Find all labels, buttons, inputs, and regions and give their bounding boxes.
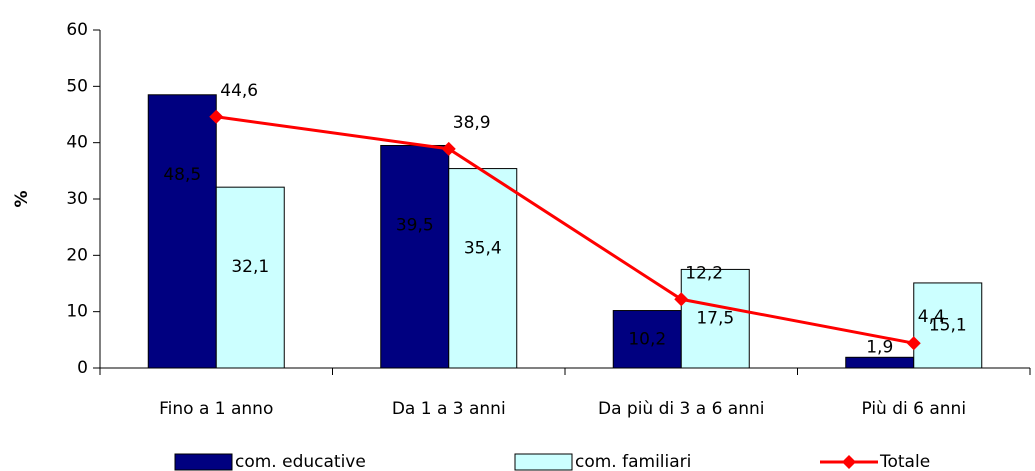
y-tick-label: 50	[66, 76, 88, 96]
legend-swatch	[514, 453, 573, 471]
data-label: 17,5	[696, 309, 734, 329]
marker	[441, 141, 456, 156]
bar	[680, 268, 750, 369]
marker	[906, 336, 921, 351]
y-tick-label: 0	[77, 358, 88, 378]
data-label: 15,1	[929, 315, 967, 335]
x-tick-label: Da più di 3 a 6 anni	[598, 399, 764, 419]
data-label: 4,4	[918, 307, 945, 327]
marker	[209, 109, 224, 124]
marker	[674, 292, 689, 307]
legend-swatch	[174, 453, 233, 471]
data-label: 44,6	[220, 81, 258, 101]
legend-label: com. educative	[235, 452, 366, 471]
y-tick-label: 60	[66, 20, 88, 40]
data-label: 12,2	[685, 263, 723, 283]
bar	[845, 356, 915, 369]
data-label: 10,2	[628, 329, 666, 349]
marker	[842, 455, 856, 469]
legend-label: com. familiari	[575, 452, 691, 471]
y-tick-label: 20	[66, 245, 88, 265]
data-label: 39,5	[396, 215, 434, 235]
y-axis-label: %	[12, 190, 32, 207]
legend-label: Totale	[879, 452, 930, 471]
data-label: 35,4	[464, 239, 502, 259]
y-tick-label: 30	[66, 189, 88, 209]
y-tick-label: 40	[66, 133, 88, 153]
data-label: 38,9	[453, 113, 491, 133]
bar	[215, 186, 285, 369]
data-label: 1,9	[866, 337, 893, 357]
bar	[913, 282, 983, 369]
x-tick-label: Da 1 a 3 anni	[392, 399, 506, 419]
y-tick-label: 10	[66, 302, 88, 322]
data-label: 48,5	[163, 165, 201, 185]
bar	[147, 94, 217, 369]
bar	[448, 168, 518, 369]
line	[216, 115, 915, 345]
bar	[612, 310, 682, 369]
data-label: 32,1	[231, 257, 269, 277]
x-tick-label: Più di 6 anni	[861, 399, 966, 419]
x-tick-label: Fino a 1 anno	[159, 399, 273, 419]
bar	[380, 144, 450, 369]
